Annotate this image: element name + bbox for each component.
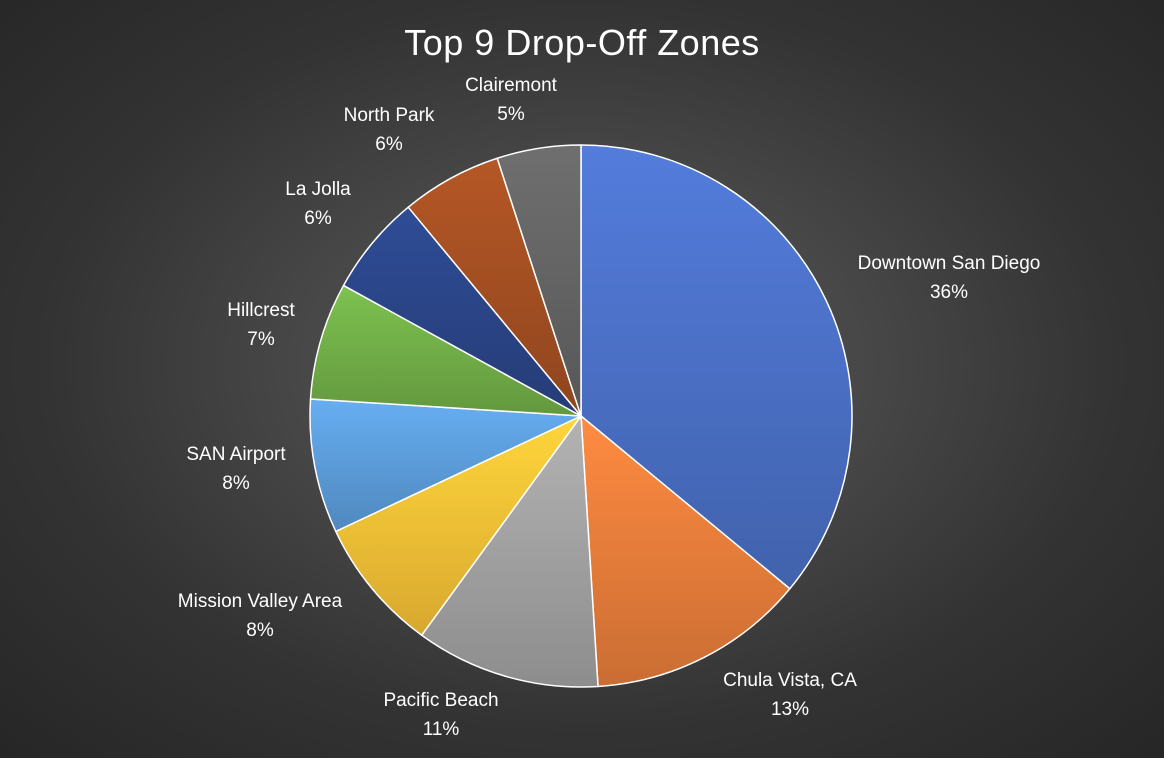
label-name-hillcrest: Hillcrest	[227, 300, 295, 321]
label-pacific-beach: Pacific Beach 11%	[383, 690, 498, 740]
label-hillcrest: Hillcrest 7%	[227, 300, 295, 350]
label-value-downtown-san-diego: 36%	[930, 282, 968, 303]
label-name-north-park: North Park	[344, 105, 435, 126]
pie-labels: Downtown San Diego 36% Chula Vista, CA 13% P…	[178, 75, 1041, 740]
label-san-airport: SAN Airport 8%	[186, 444, 286, 494]
label-value-hillcrest: 7%	[247, 329, 275, 350]
label-name-la-jolla: La Jolla	[285, 179, 351, 200]
label-mission-valley-area: Mission Valley Area 8%	[178, 591, 343, 641]
label-north-park: North Park 6%	[344, 105, 435, 155]
slice-clairemont	[496, 144, 582, 417]
label-la-jolla: La Jolla 6%	[285, 179, 351, 229]
slice-downtown-san-diego	[580, 144, 853, 590]
label-value-north-park: 6%	[375, 134, 403, 155]
label-value-clairemont: 5%	[497, 104, 525, 125]
label-value-chula-vista-ca: 13%	[771, 699, 809, 720]
label-clairemont: Clairemont 5%	[465, 75, 558, 125]
label-downtown-san-diego: Downtown San Diego 36%	[858, 253, 1041, 303]
label-name-downtown-san-diego: Downtown San Diego	[858, 253, 1041, 274]
label-value-mission-valley-area: 8%	[246, 620, 274, 641]
label-name-pacific-beach: Pacific Beach	[383, 690, 498, 711]
slice-pacific-beach	[420, 415, 599, 688]
slice-hillcrest	[309, 284, 582, 417]
label-name-mission-valley-area: Mission Valley Area	[178, 591, 343, 612]
pie-slices	[309, 144, 853, 688]
chart-title: Top 9 Drop-Off Zones	[404, 22, 760, 63]
slice-chula-vista-ca	[580, 415, 791, 688]
label-value-san-airport: 8%	[222, 473, 250, 494]
label-name-chula-vista-ca: Chula Vista, CA	[723, 670, 857, 691]
label-value-pacific-beach: 11%	[423, 719, 460, 740]
label-name-clairemont: Clairemont	[465, 75, 558, 96]
slice-san-airport	[309, 398, 582, 533]
label-name-san-airport: SAN Airport	[186, 444, 286, 465]
label-chula-vista-ca: Chula Vista, CA 13%	[723, 670, 857, 720]
label-value-la-jolla: 6%	[304, 208, 332, 229]
slice-mission-valley-area	[335, 415, 582, 636]
